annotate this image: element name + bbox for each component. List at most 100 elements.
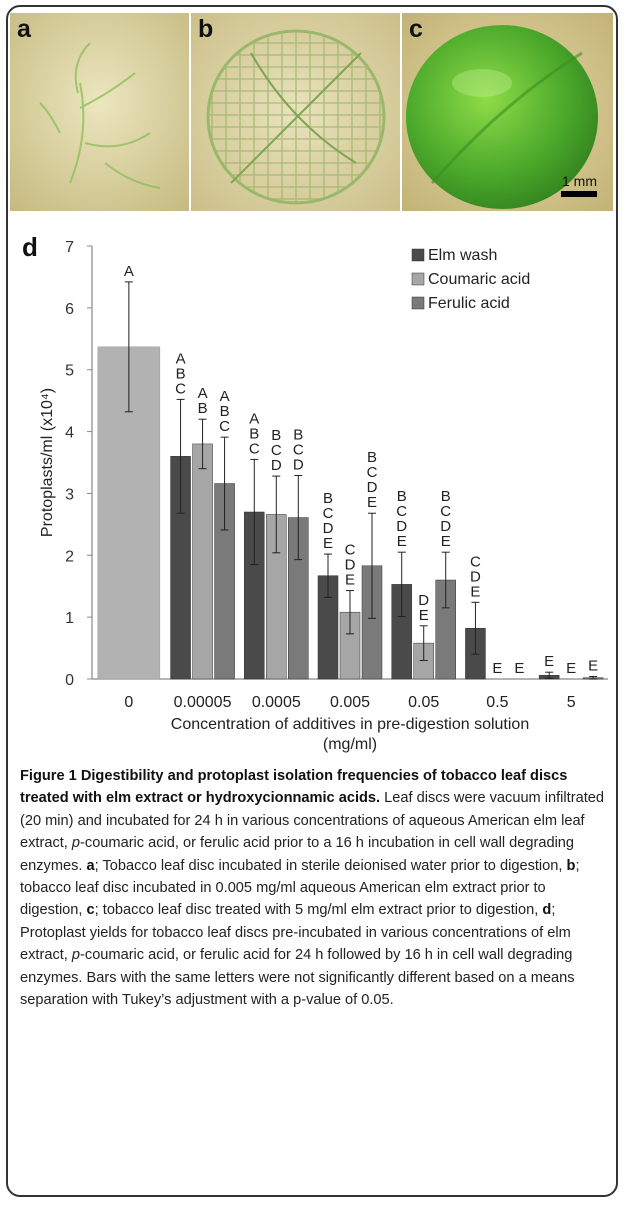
bar-coumaric-acid xyxy=(192,443,213,680)
significance-letter: E xyxy=(470,583,480,600)
significance-letter: C xyxy=(345,542,356,559)
significance-letter: A xyxy=(198,385,208,402)
significance-letter: E xyxy=(441,533,451,550)
significance-letter: B xyxy=(441,488,451,505)
significance-letter: E xyxy=(544,653,554,670)
figure-frame xyxy=(6,5,618,1197)
photo-leaf-disc-elm-0005 xyxy=(191,13,400,211)
significance-letter: E xyxy=(566,660,576,677)
legend-swatch xyxy=(411,296,425,310)
photo-panel-b: b xyxy=(191,13,400,211)
caption-panel-ref-d: d xyxy=(542,902,552,919)
scale-bar xyxy=(561,191,597,197)
significance-letter: A xyxy=(176,350,186,367)
significance-letter: C xyxy=(175,380,186,397)
significance-letter: D xyxy=(470,568,481,585)
significance-letter: E xyxy=(367,494,377,511)
significance-letter: D xyxy=(367,479,378,496)
significance-letter: C xyxy=(367,464,378,481)
significance-letter: D xyxy=(293,456,304,473)
y-tick-label: 6 xyxy=(65,301,74,318)
significance-letter: B xyxy=(249,425,259,442)
photo-panel-c: c 1 mm xyxy=(402,13,613,211)
significance-letter: C xyxy=(249,440,260,457)
significance-letter: C xyxy=(440,503,451,520)
y-tick-label: 2 xyxy=(65,548,74,565)
x-tick-label: 0.5 xyxy=(486,694,508,711)
y-tick-label: 7 xyxy=(65,239,74,256)
caption-italic-p: p xyxy=(71,835,81,852)
legend-swatch xyxy=(411,272,425,286)
x-tick-label: 0.0005 xyxy=(252,694,301,711)
significance-letter: B xyxy=(176,365,186,382)
y-tick-label: 4 xyxy=(65,425,74,442)
x-tick-label: 0.00005 xyxy=(174,694,232,711)
caption-text: ; Tobacco leaf disc incubated in sterile… xyxy=(94,857,567,874)
significance-letter: D xyxy=(345,557,356,574)
significance-letter: C xyxy=(271,442,282,459)
caption-text: ; Protoplast yields for tobacco leaf dis… xyxy=(20,902,571,964)
photo-panel-a: a xyxy=(10,13,189,211)
caption-text: Leaf discs were vacuum infiltrated (20 m… xyxy=(20,790,604,852)
significance-letter: E xyxy=(345,572,355,589)
x-tick-label: 5 xyxy=(567,694,576,711)
legend-entry: Coumaric acid xyxy=(428,271,530,288)
caption-panel-ref-b: b xyxy=(566,857,576,874)
caption-text: -coumaric acid, or ferulic acid prior to… xyxy=(20,835,575,874)
significance-letter: B xyxy=(397,488,407,505)
significance-letter: A xyxy=(220,388,230,405)
significance-letter: E xyxy=(323,535,333,552)
significance-letter: B xyxy=(323,490,333,507)
panel-letter-d: d xyxy=(22,232,38,262)
y-tick-label: 3 xyxy=(65,486,74,503)
significance-letter: B xyxy=(220,403,230,420)
panel-letter-b: b xyxy=(198,15,214,43)
scale-bar-label: 1 mm xyxy=(562,173,597,189)
legend-swatch xyxy=(411,248,425,262)
significance-letter: B xyxy=(271,427,281,444)
significance-letter: B xyxy=(293,426,303,443)
significance-letter: D xyxy=(440,518,451,535)
significance-letter: E xyxy=(514,660,524,677)
significance-letter: C xyxy=(470,553,481,570)
significance-letter: B xyxy=(198,400,208,417)
caption-text: ; tobacco leaf disc incubated in 0.005 m… xyxy=(20,857,580,919)
significance-letter: A xyxy=(124,263,134,280)
caption-title: Figure 1 Digestibility and protoplast is… xyxy=(20,768,568,807)
y-tick-label: 5 xyxy=(65,363,74,380)
significance-letter: C xyxy=(323,505,334,522)
y-tick-label: 0 xyxy=(65,672,74,689)
legend-entry: Elm wash xyxy=(428,247,497,264)
legend-entry: Ferulic acid xyxy=(428,295,510,312)
caption-panel-ref-c: c xyxy=(86,902,95,919)
figure-caption: Figure 1 Digestibility and protoplast is… xyxy=(20,765,610,1011)
significance-letter: E xyxy=(419,607,429,624)
x-axis-label-line2: (mg/ml) xyxy=(323,736,377,753)
caption-text: -coumaric acid, or ferulic acid for 24 h… xyxy=(20,947,575,1009)
significance-letter: D xyxy=(323,520,334,537)
x-axis-label-line1: Concentration of additives in pre-digest… xyxy=(171,716,529,733)
y-axis-label: Protoplasts/ml (x10⁴) xyxy=(39,388,56,537)
caption-text: ; tobacco leaf disc treated with 5 mg/ml… xyxy=(94,902,543,919)
x-tick-label: 0.005 xyxy=(330,694,370,711)
panel-letter-a: a xyxy=(17,15,31,43)
significance-letter: A xyxy=(249,410,259,427)
x-tick-label: 0 xyxy=(124,694,133,711)
photo-leaf-disc-elm-5 xyxy=(402,13,613,211)
x-tick-label: 0.05 xyxy=(408,694,439,711)
significance-letter: C xyxy=(219,418,230,435)
photo-leaf-disc-water xyxy=(10,13,189,211)
significance-letter: E xyxy=(492,660,502,677)
caption-italic-p: p xyxy=(71,947,81,964)
caption-panel-ref-a: a xyxy=(86,857,95,874)
y-tick-label: 1 xyxy=(65,610,74,627)
significance-letter: B xyxy=(367,449,377,466)
significance-letter: E xyxy=(397,533,407,550)
panel-letter-c: c xyxy=(409,15,423,43)
significance-letter: D xyxy=(418,592,429,609)
significance-letter: C xyxy=(293,441,304,458)
significance-letter: C xyxy=(396,503,407,520)
significance-letter: E xyxy=(588,658,598,675)
significance-letter: D xyxy=(396,518,407,535)
